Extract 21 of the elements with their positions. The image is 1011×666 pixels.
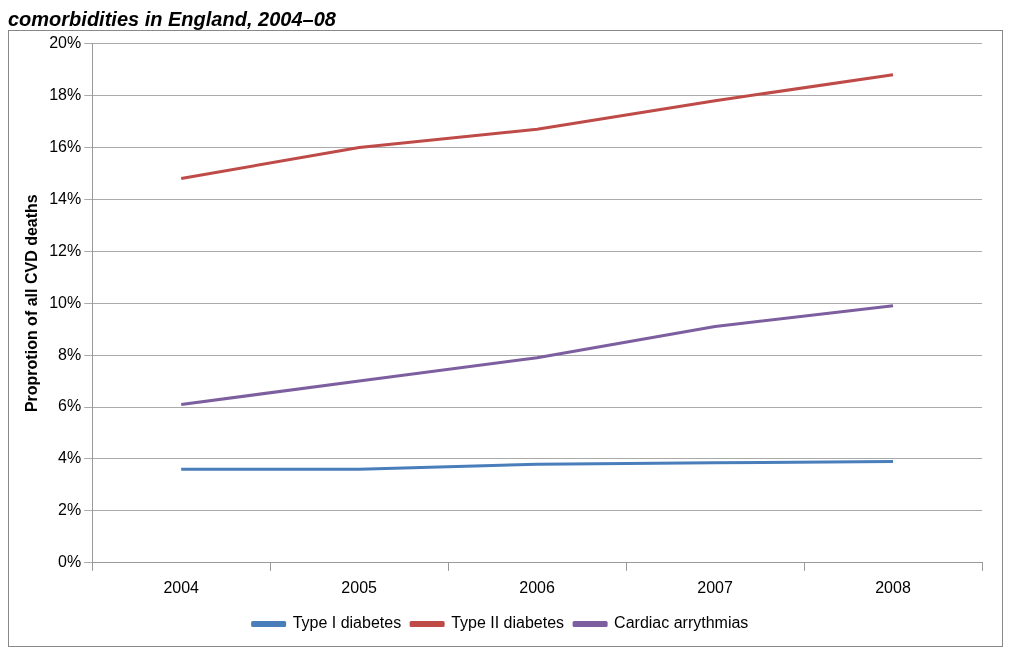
y-tick-label: 16%: [49, 137, 82, 155]
x-tick-label: 2004: [163, 578, 200, 596]
x-tick-label: 2008: [875, 578, 911, 596]
x-tick-label: 2005: [341, 578, 378, 596]
y-tick-label: 0%: [58, 553, 82, 571]
x-tick-label: 2006: [519, 578, 556, 596]
legend-label: Type I diabetes: [292, 614, 402, 632]
y-tick-label: 2%: [58, 501, 82, 519]
y-tick-label: 12%: [49, 241, 82, 259]
y-tick-label: 14%: [49, 189, 82, 207]
legend-label: Type II diabetes: [451, 614, 565, 632]
y-axis-title: Proprotion of all CVD deaths: [23, 194, 41, 413]
y-tick-label: 6%: [58, 397, 82, 415]
y-tick-label: 18%: [49, 85, 82, 103]
y-tick-label: 4%: [58, 449, 82, 467]
chart-title: comorbidities in England, 2004–08: [8, 8, 337, 30]
y-tick-label: 10%: [49, 293, 82, 311]
y-tick-label: 20%: [49, 34, 82, 52]
y-tick-label: 8%: [58, 345, 82, 363]
legend-label: Cardiac arrythmias: [614, 614, 749, 632]
x-tick-label: 2007: [697, 578, 733, 596]
